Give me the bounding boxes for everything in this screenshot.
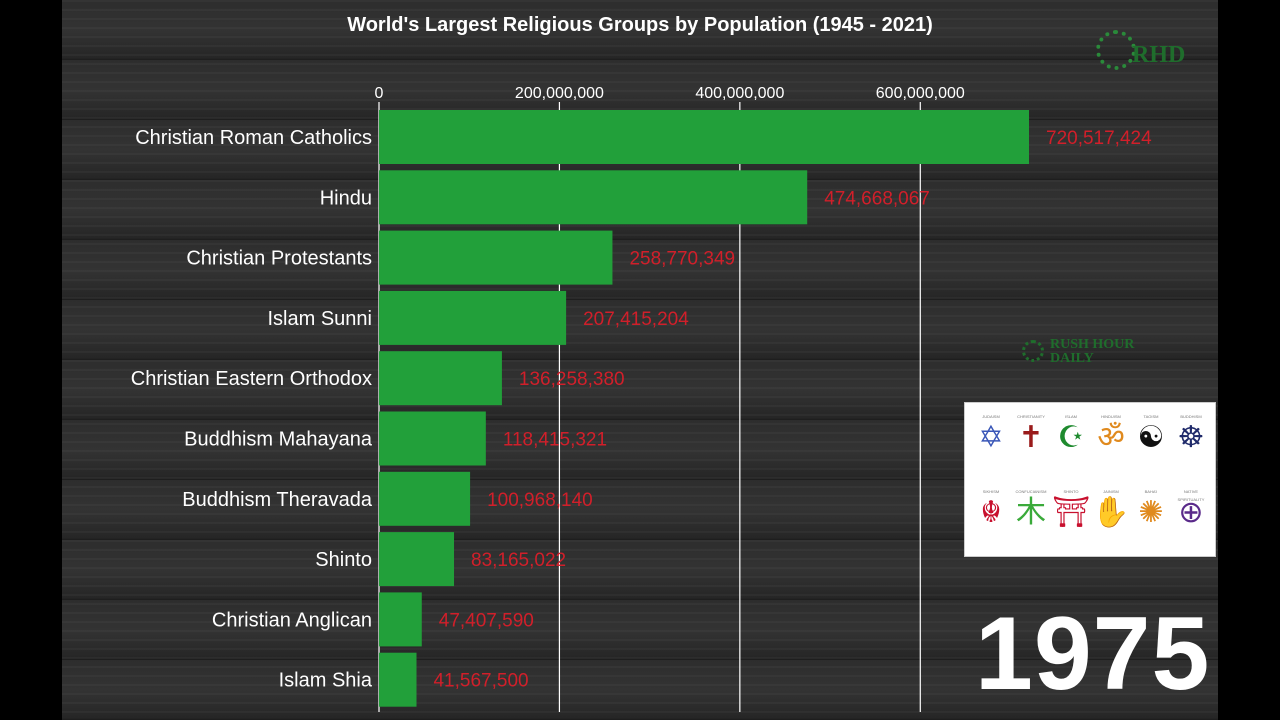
religion-symbol: SHINTO ⛩	[1051, 488, 1091, 530]
category-label: Hindu	[320, 187, 372, 209]
bar	[379, 170, 808, 225]
religion-symbol-icon: ⛩	[1051, 495, 1091, 530]
value-label: 258,770,349	[629, 249, 735, 270]
religion-symbol: BUDDHISM ☸	[1171, 413, 1211, 455]
logo-text: RHD	[1132, 42, 1186, 68]
bar	[379, 532, 455, 587]
value-label: 720,517,424	[1046, 128, 1152, 149]
bar	[379, 290, 567, 345]
symbol-caption: SIKHISM	[982, 489, 1000, 494]
value-label: 83,165,022	[471, 550, 566, 571]
symbol-caption: JUDAISM	[982, 414, 1000, 419]
religion-symbol: CHRISTIANITY ✝	[1011, 413, 1051, 455]
x-tick-label: 400,000,000	[695, 85, 784, 102]
rhd-logo: RHD	[1094, 28, 1219, 84]
symbol-caption: TAOISM	[1143, 414, 1159, 419]
religion-symbol-icon: 木	[1016, 495, 1046, 530]
value-label: 41,567,500	[433, 671, 528, 692]
bar	[379, 471, 471, 526]
bar	[379, 411, 486, 466]
watermark-line-1: RUSH HOUR	[1050, 337, 1135, 352]
religion-symbol: SIKHISM ☬	[971, 488, 1011, 530]
religion-symbol: BAHA'I ✺	[1131, 488, 1171, 530]
religion-symbol-icon: ☬	[980, 495, 1002, 530]
bar	[379, 230, 613, 285]
year-label: 1975	[975, 596, 1211, 712]
bar	[379, 592, 422, 647]
bar	[379, 652, 417, 707]
religion-symbol: HINDUISM ॐ	[1091, 413, 1131, 455]
religion-symbol-icon: ॐ	[1097, 420, 1125, 455]
religion-symbol-icon: ✡	[978, 420, 1004, 455]
x-tick-label: 0	[375, 85, 384, 102]
value-label: 207,415,204	[583, 309, 689, 330]
x-tick-label: 600,000,000	[876, 85, 965, 102]
religion-symbol: TAOISM ☯	[1131, 413, 1171, 455]
value-label: 47,407,590	[439, 610, 534, 631]
category-label: Christian Eastern Orthodox	[131, 368, 372, 390]
religion-symbol-icon: ☯	[1137, 420, 1165, 455]
religion-symbol-icon: ☸	[1177, 420, 1205, 455]
religion-symbol: CONFUCIANISM 木	[1011, 488, 1051, 530]
x-tick-label: 200,000,000	[515, 85, 604, 102]
symbol-caption: BUDDHISM	[1180, 414, 1202, 419]
watermark-ring-icon	[1022, 340, 1044, 362]
bar	[379, 110, 1029, 164]
symbol-caption: HINDUISM	[1101, 414, 1121, 419]
religious-symbols-panel: JUDAISM ✡ CHRISTIANITY ✝ ISLAM ☪ HINDUISM ॐ TAOI…	[964, 402, 1216, 557]
symbol-caption: SHINTO	[1063, 489, 1079, 494]
category-label: Christian Roman Catholics	[135, 127, 372, 149]
religion-symbol-icon: ✺	[1138, 495, 1164, 530]
religion-symbol-icon: ✋	[1092, 495, 1130, 530]
category-label: Islam Sunni	[268, 308, 373, 330]
religion-symbol: NATIVE SPIRITUALITY ⊕	[1171, 488, 1211, 530]
symbol-caption: NATIVE SPIRITUALITY	[1177, 489, 1205, 502]
logo-ring-icon	[1096, 30, 1136, 70]
religion-symbol-icon: ⊕	[1178, 495, 1204, 530]
category-label: Shinto	[315, 549, 372, 571]
value-label: 474,668,067	[824, 188, 930, 209]
chart-title: World's Largest Religious Groups by Popu…	[347, 14, 933, 36]
symbol-caption: BAHA'I	[1144, 489, 1158, 494]
value-label: 136,258,380	[519, 369, 625, 390]
value-label: 118,415,321	[503, 430, 607, 451]
religion-symbol: ISLAM ☪	[1051, 413, 1091, 455]
category-label: Christian Anglican	[212, 609, 372, 631]
category-label: Buddhism Mahayana	[184, 429, 373, 451]
symbol-caption: JAINISM	[1103, 489, 1119, 494]
religion-symbol: JAINISM ✋	[1091, 488, 1131, 530]
value-label: 100,968,140	[487, 490, 593, 511]
symbol-caption: ISLAM	[1064, 414, 1077, 419]
bar	[379, 351, 502, 406]
symbol-caption: CHRISTIANITY	[1017, 414, 1045, 419]
religion-symbol-icon: ✝	[1018, 420, 1044, 455]
category-label: Buddhism Theravada	[182, 489, 373, 511]
symbol-caption: CONFUCIANISM	[1015, 489, 1047, 494]
religion-symbol: JUDAISM ✡	[971, 413, 1011, 455]
religion-symbol-icon: ☪	[1057, 420, 1085, 455]
category-label: Christian Protestants	[186, 248, 372, 270]
watermark-line-2: DAILY	[1050, 351, 1094, 366]
category-label: Islam Shia	[279, 670, 373, 692]
rush-hour-daily-watermark: RUSH HOUR DAILY	[1022, 336, 1162, 368]
